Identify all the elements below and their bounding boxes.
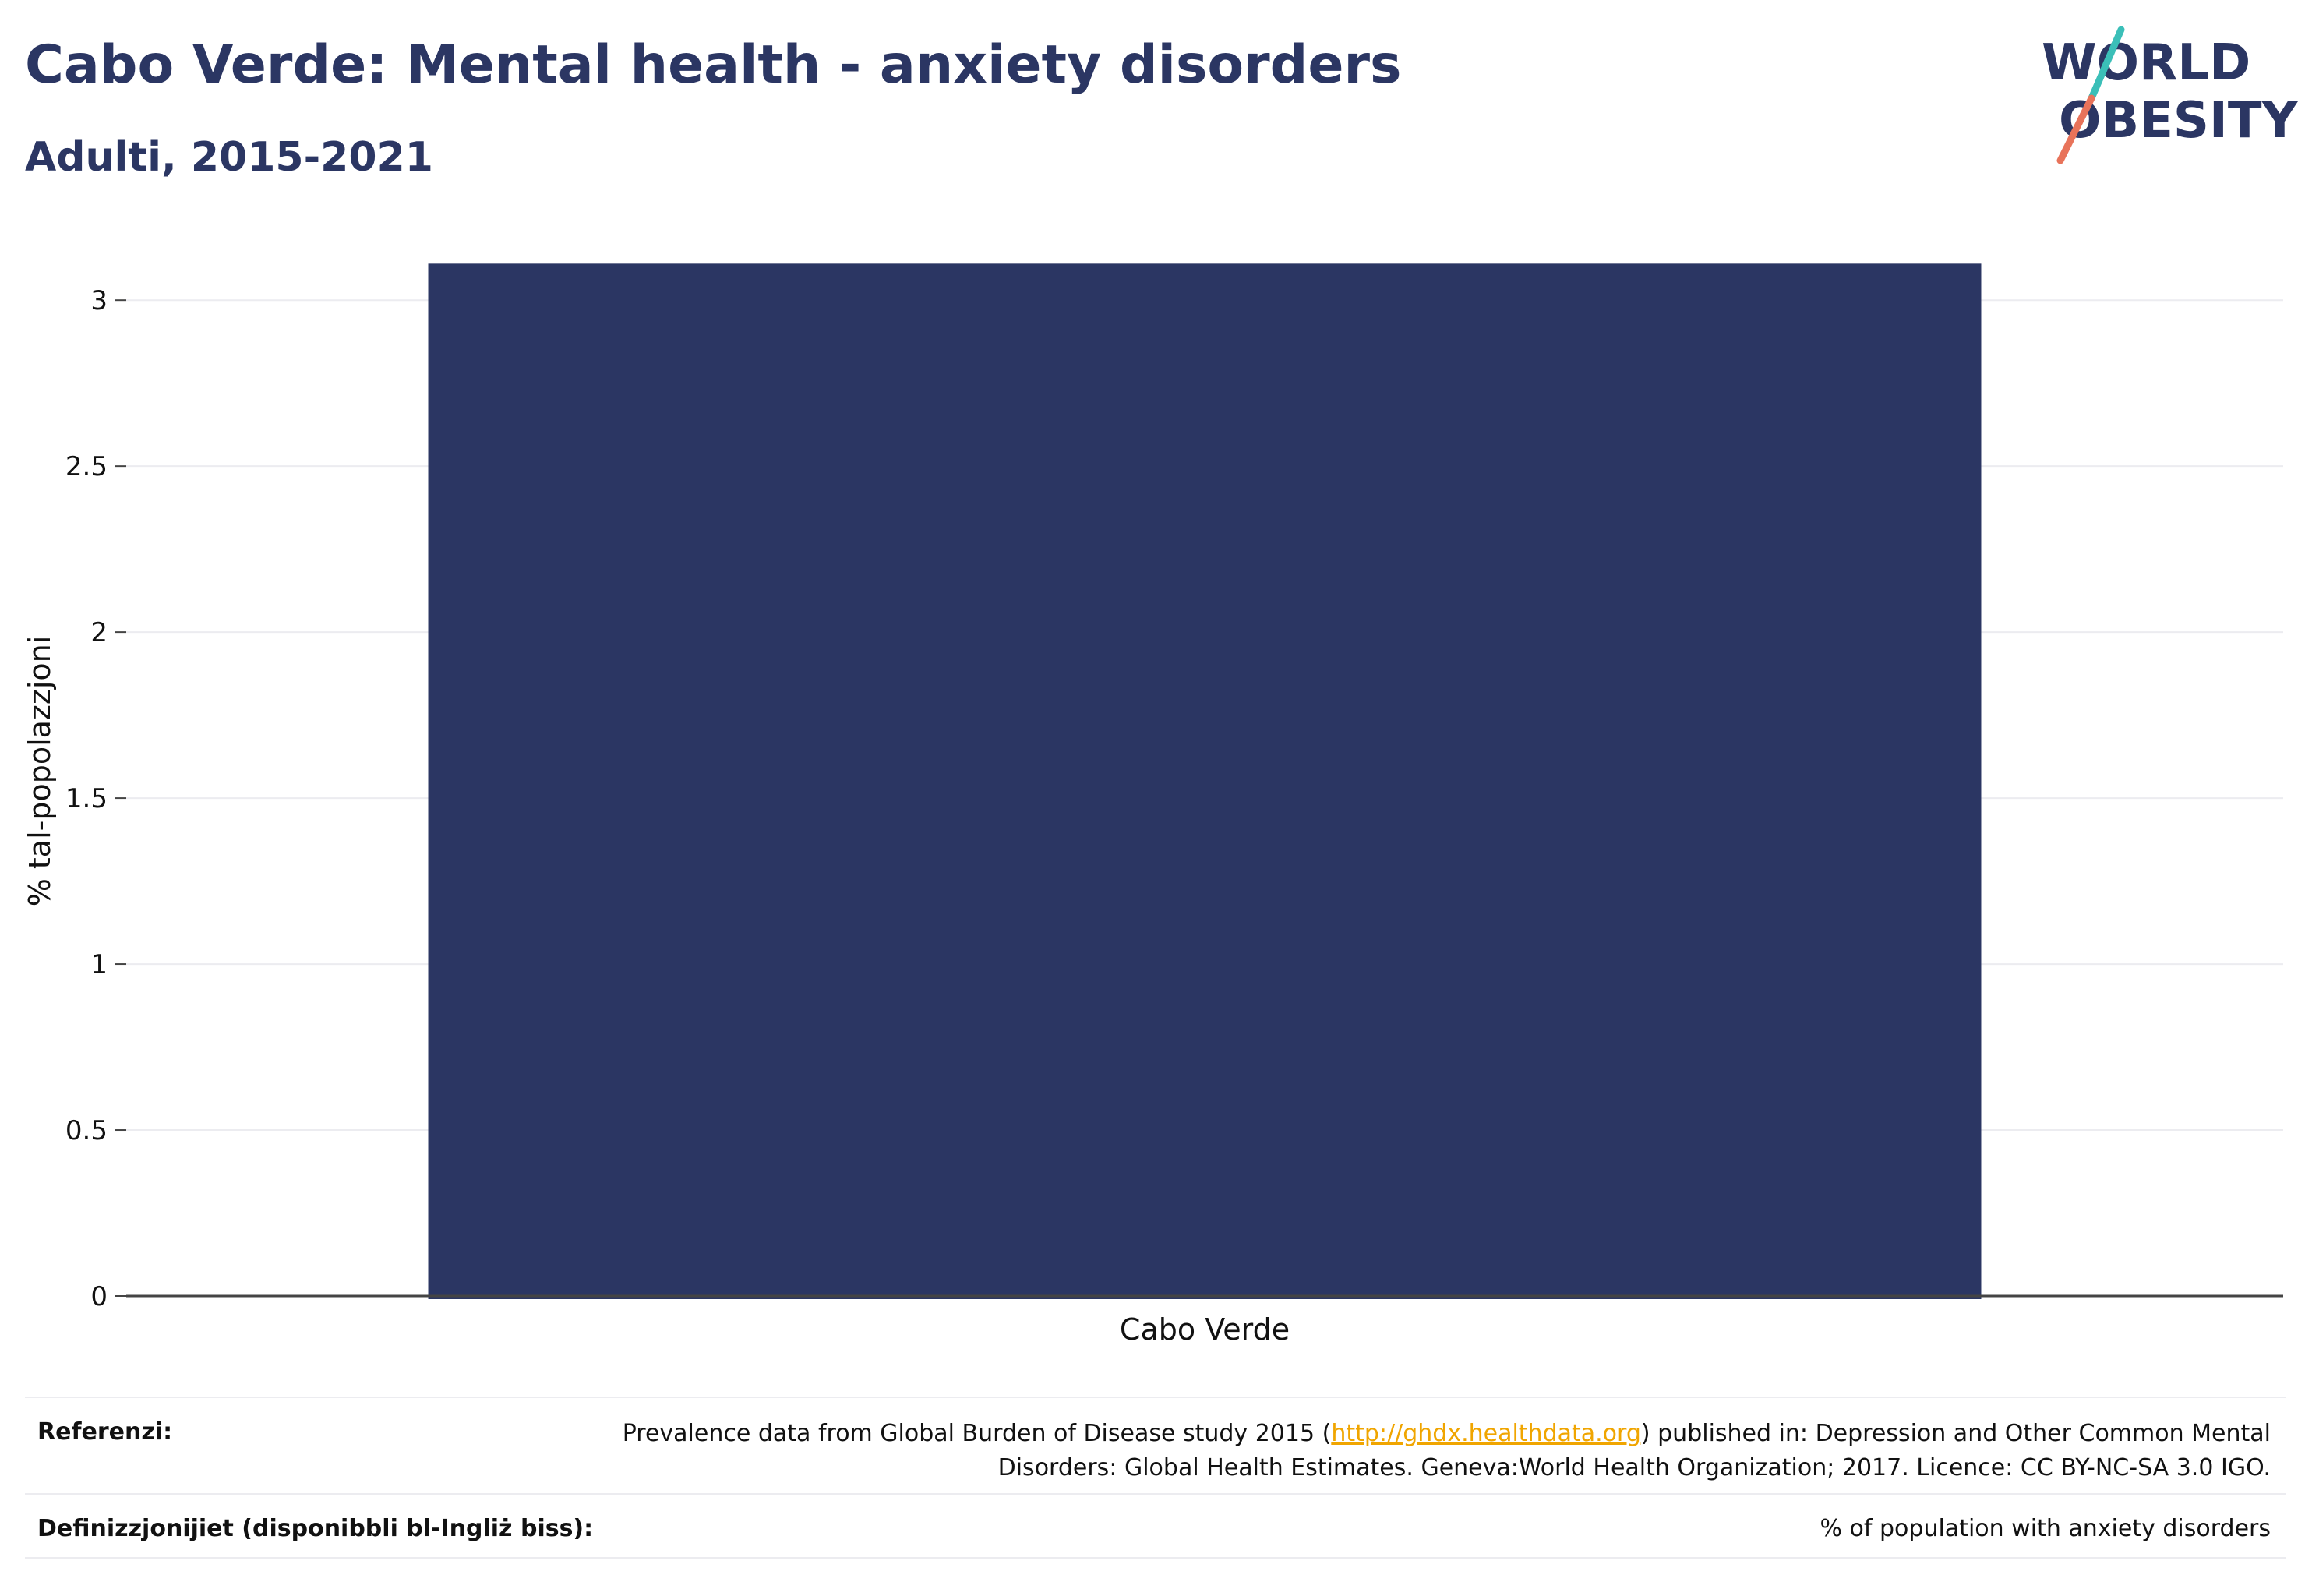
y-axis-title: % tal-popolazzjoni [23, 636, 57, 907]
definitions-text: % of population with anxiety disorders [1820, 1515, 2271, 1542]
y-tick-label: 0 [90, 1281, 108, 1312]
page-subtitle: Adulti, 2015-2021 [25, 134, 433, 181]
x-tick-label: Cabo Verde [1120, 1312, 1290, 1347]
y-tick-label: 2 [90, 617, 108, 648]
references-text-post: ) published in: Depression and Other Com… [997, 1420, 2271, 1481]
references-label: Referenzi: [37, 1418, 173, 1446]
world-obesity-logo: WORLD OBESITY [2042, 26, 2298, 164]
definitions-label: Definizzjonijiet (disponibbli bl-Ingliż … [37, 1515, 594, 1542]
logo-slash-bottom [2056, 94, 2095, 164]
logo-word-obesity: OBESITY [2059, 92, 2298, 150]
bar-chart: 0 0.5 1 1.5 2 2.5 3 Cabo Verde % tal-popolazzj… [23, 263, 2283, 1347]
y-tick-label: 0.5 [65, 1115, 108, 1146]
footer-divider-top [25, 1396, 2286, 1398]
bars [428, 263, 1982, 1300]
references-link[interactable]: http://ghdx.healthdata.org [1331, 1420, 1641, 1447]
logo-word-world: WORLD [2042, 34, 2250, 92]
y-tick-labels: 0 0.5 1 1.5 2 2.5 3 [65, 285, 126, 1312]
y-tick-label: 3 [90, 285, 108, 316]
footer-divider-bottom [25, 1557, 2286, 1559]
references-text-pre: Prevalence data from Global Burden of Di… [622, 1420, 1332, 1447]
y-tick-label: 1 [90, 949, 108, 980]
y-tick-label: 1.5 [65, 783, 108, 814]
bar-cabo-verde[interactable] [428, 263, 1982, 1300]
page-title: Cabo Verde: Mental health - anxiety diso… [25, 34, 1402, 96]
references-text: Prevalence data from Global Burden of Di… [556, 1417, 2271, 1485]
x-tick-labels: Cabo Verde [1120, 1312, 1290, 1347]
footer-divider-middle [25, 1493, 2286, 1495]
y-tick-label: 2.5 [65, 451, 108, 482]
logo-slash-top [2088, 26, 2125, 102]
